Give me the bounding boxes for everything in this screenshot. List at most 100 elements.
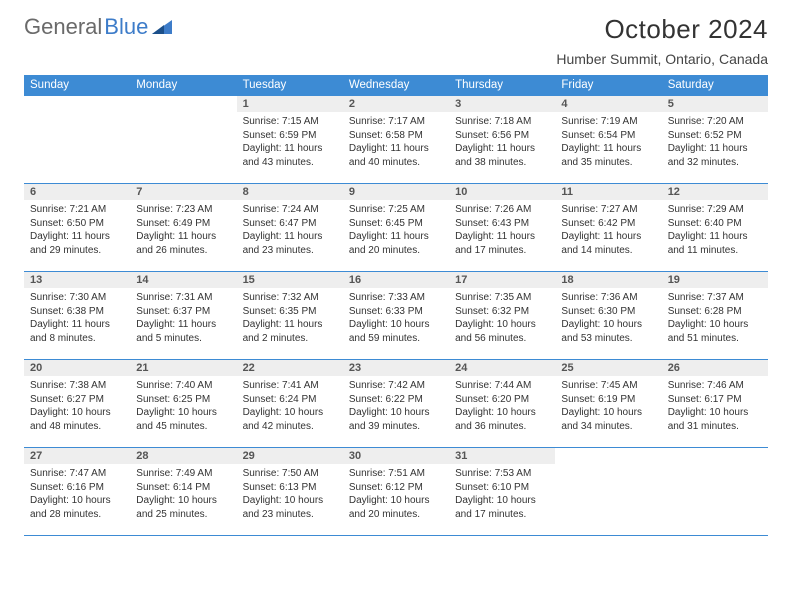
sunset-line: Sunset: 6:13 PM	[243, 481, 337, 495]
empty-cell	[130, 96, 236, 184]
brand-text-2: Blue	[104, 14, 148, 40]
daylight-line: Daylight: 11 hours and 32 minutes.	[668, 142, 762, 169]
daylight-line: Daylight: 10 hours and 20 minutes.	[349, 494, 443, 521]
sunset-line: Sunset: 6:47 PM	[243, 217, 337, 231]
sunrise-line: Sunrise: 7:18 AM	[455, 115, 549, 129]
daylight-line: Daylight: 11 hours and 43 minutes.	[243, 142, 337, 169]
day-body: Sunrise: 7:33 AMSunset: 6:33 PMDaylight:…	[343, 288, 449, 348]
day-number: 23	[343, 360, 449, 376]
title-block: October 2024 Humber Summit, Ontario, Can…	[556, 14, 768, 67]
day-cell-14: 14Sunrise: 7:31 AMSunset: 6:37 PMDayligh…	[130, 272, 236, 360]
sunrise-line: Sunrise: 7:30 AM	[30, 291, 124, 305]
sunrise-line: Sunrise: 7:53 AM	[455, 467, 549, 481]
sunset-line: Sunset: 6:24 PM	[243, 393, 337, 407]
day-body: Sunrise: 7:21 AMSunset: 6:50 PMDaylight:…	[24, 200, 130, 260]
day-cell-16: 16Sunrise: 7:33 AMSunset: 6:33 PMDayligh…	[343, 272, 449, 360]
day-number: 28	[130, 448, 236, 464]
empty-cell	[24, 96, 130, 184]
sunset-line: Sunset: 6:49 PM	[136, 217, 230, 231]
sunset-line: Sunset: 6:52 PM	[668, 129, 762, 143]
day-number: 14	[130, 272, 236, 288]
sunset-line: Sunset: 6:28 PM	[668, 305, 762, 319]
day-number: 15	[237, 272, 343, 288]
day-cell-10: 10Sunrise: 7:26 AMSunset: 6:43 PMDayligh…	[449, 184, 555, 272]
sunrise-line: Sunrise: 7:42 AM	[349, 379, 443, 393]
month-title: October 2024	[556, 14, 768, 45]
day-cell-5: 5Sunrise: 7:20 AMSunset: 6:52 PMDaylight…	[662, 96, 768, 184]
sunset-line: Sunset: 6:37 PM	[136, 305, 230, 319]
day-body: Sunrise: 7:27 AMSunset: 6:42 PMDaylight:…	[555, 200, 661, 260]
day-body: Sunrise: 7:51 AMSunset: 6:12 PMDaylight:…	[343, 464, 449, 524]
day-number: 7	[130, 184, 236, 200]
day-cell-21: 21Sunrise: 7:40 AMSunset: 6:25 PMDayligh…	[130, 360, 236, 448]
daylight-line: Daylight: 10 hours and 53 minutes.	[561, 318, 655, 345]
day-cell-31: 31Sunrise: 7:53 AMSunset: 6:10 PMDayligh…	[449, 448, 555, 536]
sunset-line: Sunset: 6:16 PM	[30, 481, 124, 495]
day-number: 2	[343, 96, 449, 112]
daylight-line: Daylight: 11 hours and 11 minutes.	[668, 230, 762, 257]
calendar-table: SundayMondayTuesdayWednesdayThursdayFrid…	[24, 75, 768, 536]
sunrise-line: Sunrise: 7:49 AM	[136, 467, 230, 481]
sunrise-line: Sunrise: 7:35 AM	[455, 291, 549, 305]
day-cell-3: 3Sunrise: 7:18 AMSunset: 6:56 PMDaylight…	[449, 96, 555, 184]
daylight-line: Daylight: 11 hours and 20 minutes.	[349, 230, 443, 257]
daylight-line: Daylight: 11 hours and 17 minutes.	[455, 230, 549, 257]
sunset-line: Sunset: 6:20 PM	[455, 393, 549, 407]
day-body: Sunrise: 7:50 AMSunset: 6:13 PMDaylight:…	[237, 464, 343, 524]
day-cell-30: 30Sunrise: 7:51 AMSunset: 6:12 PMDayligh…	[343, 448, 449, 536]
day-cell-7: 7Sunrise: 7:23 AMSunset: 6:49 PMDaylight…	[130, 184, 236, 272]
day-body: Sunrise: 7:36 AMSunset: 6:30 PMDaylight:…	[555, 288, 661, 348]
day-cell-19: 19Sunrise: 7:37 AMSunset: 6:28 PMDayligh…	[662, 272, 768, 360]
day-cell-25: 25Sunrise: 7:45 AMSunset: 6:19 PMDayligh…	[555, 360, 661, 448]
sunrise-line: Sunrise: 7:40 AM	[136, 379, 230, 393]
day-number: 13	[24, 272, 130, 288]
sunrise-line: Sunrise: 7:50 AM	[243, 467, 337, 481]
sunrise-line: Sunrise: 7:36 AM	[561, 291, 655, 305]
daylight-line: Daylight: 11 hours and 5 minutes.	[136, 318, 230, 345]
day-body: Sunrise: 7:46 AMSunset: 6:17 PMDaylight:…	[662, 376, 768, 436]
empty-cell	[662, 448, 768, 536]
day-body: Sunrise: 7:44 AMSunset: 6:20 PMDaylight:…	[449, 376, 555, 436]
sunset-line: Sunset: 6:43 PM	[455, 217, 549, 231]
brand-triangle-icon	[152, 20, 172, 34]
day-number: 22	[237, 360, 343, 376]
day-number: 25	[555, 360, 661, 376]
day-body: Sunrise: 7:23 AMSunset: 6:49 PMDaylight:…	[130, 200, 236, 260]
sunset-line: Sunset: 6:38 PM	[30, 305, 124, 319]
weekday-wednesday: Wednesday	[343, 75, 449, 96]
sunset-line: Sunset: 6:42 PM	[561, 217, 655, 231]
day-body: Sunrise: 7:47 AMSunset: 6:16 PMDaylight:…	[24, 464, 130, 524]
sunrise-line: Sunrise: 7:38 AM	[30, 379, 124, 393]
daylight-line: Daylight: 10 hours and 56 minutes.	[455, 318, 549, 345]
sunset-line: Sunset: 6:12 PM	[349, 481, 443, 495]
daylight-line: Daylight: 11 hours and 29 minutes.	[30, 230, 124, 257]
day-body: Sunrise: 7:42 AMSunset: 6:22 PMDaylight:…	[343, 376, 449, 436]
sunrise-line: Sunrise: 7:29 AM	[668, 203, 762, 217]
day-body: Sunrise: 7:40 AMSunset: 6:25 PMDaylight:…	[130, 376, 236, 436]
calendar-row: 13 Sunrise: 7:30 AMSunset: 6:38 PM Dayligh…	[24, 272, 768, 360]
sunset-line: Sunset: 6:27 PM	[30, 393, 124, 407]
day-cell-2: 2Sunrise: 7:17 AMSunset: 6:58 PMDaylight…	[343, 96, 449, 184]
day-number: 9	[343, 184, 449, 200]
sunrise-line: Sunrise: 7:21 AM	[30, 203, 124, 217]
weekday-sunday: Sunday	[24, 75, 130, 96]
sunset-line: Sunset: 6:32 PM	[455, 305, 549, 319]
day-body: Sunrise: 7:32 AMSunset: 6:35 PMDaylight:…	[237, 288, 343, 348]
day-body: Sunrise: 7:29 AMSunset: 6:40 PMDaylight:…	[662, 200, 768, 260]
daylight-line: Daylight: 10 hours and 28 minutes.	[30, 494, 124, 521]
day-number: 24	[449, 360, 555, 376]
sunset-line: Sunset: 6:19 PM	[561, 393, 655, 407]
daylight-line: Daylight: 11 hours and 2 minutes.	[243, 318, 337, 345]
sunrise-line: Sunrise: 7:45 AM	[561, 379, 655, 393]
daylight-line: Daylight: 11 hours and 35 minutes.	[561, 142, 655, 169]
sunset-line: Sunset: 6:54 PM	[561, 129, 655, 143]
day-number: 8	[237, 184, 343, 200]
day-cell-20: 20Sunrise: 7:38 AMSunset: 6:27 PMDayligh…	[24, 360, 130, 448]
day-body: Sunrise: 7:20 AMSunset: 6:52 PMDaylight:…	[662, 112, 768, 172]
daylight-line: Daylight: 10 hours and 39 minutes.	[349, 406, 443, 433]
sunset-line: Sunset: 6:33 PM	[349, 305, 443, 319]
sunrise-line: Sunrise: 7:46 AM	[668, 379, 762, 393]
day-body: Sunrise: 7:19 AMSunset: 6:54 PMDaylight:…	[555, 112, 661, 172]
sunrise-line: Sunrise: 7:44 AM	[455, 379, 549, 393]
daylight-line: Daylight: 10 hours and 59 minutes.	[349, 318, 443, 345]
